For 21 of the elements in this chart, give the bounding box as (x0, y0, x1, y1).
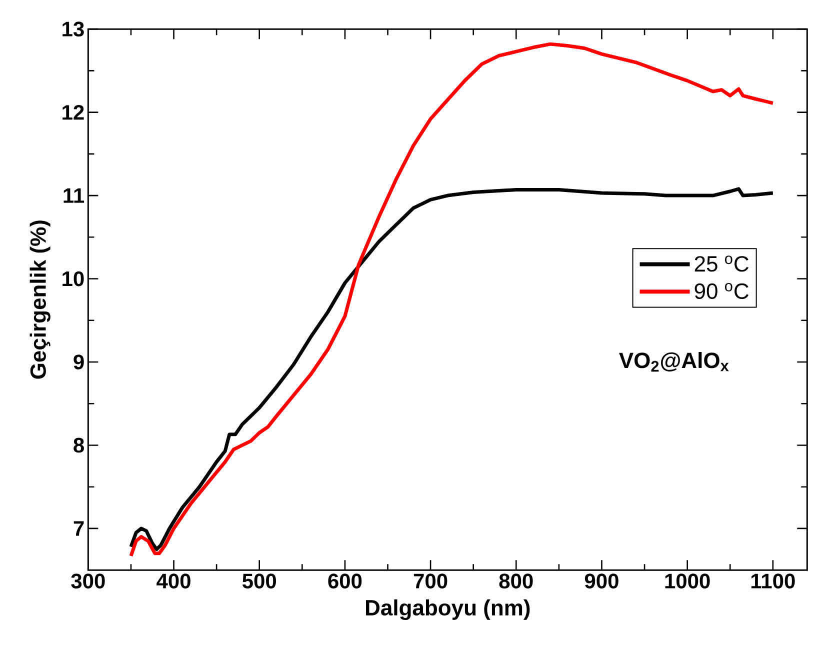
x-tick-label: 1000 (665, 574, 710, 588)
x-tick-label: 700 (414, 574, 448, 588)
x-tick-label: 800 (499, 574, 533, 588)
legend-label: 90 $^{o}$C (694, 282, 748, 299)
y-tick-label: 8 (74, 438, 84, 453)
legend-label: 25 $^{o}$C (694, 256, 748, 272)
y-tick-label: 11 (64, 188, 84, 203)
x-tick-label: 300 (71, 574, 105, 589)
y-axis-title: Geçirgenlik (%) (30, 220, 50, 379)
y-tick-label: 7 (74, 521, 84, 536)
x-tick-label: 1100 (751, 574, 795, 588)
x-tick-label: 500 (242, 574, 276, 588)
y-tick-label: 13 (62, 22, 84, 37)
x-tick-label: 900 (584, 574, 618, 588)
y-tick-label: 10 (62, 271, 84, 286)
y-tick-label: 12 (62, 104, 84, 120)
x-tick-label: 600 (328, 574, 362, 588)
annotation: VO$_{2}$@AlO$_{x}$ (619, 352, 729, 372)
x-tick-label: 400 (156, 574, 190, 588)
x-axis-title: Dalgaboyu (nm) (366, 599, 530, 620)
y-tick-label: 9 (74, 354, 84, 370)
